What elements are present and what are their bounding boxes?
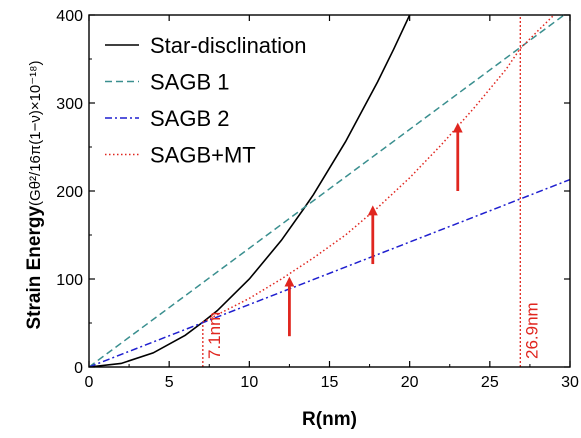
series-line-1: [89, 15, 411, 367]
series-line-4: [202, 15, 556, 323]
x-axis-title: R(nm): [302, 409, 357, 430]
plot-area: [89, 15, 570, 367]
y-axis-title: Strain Energy(Gθ²/16π(1−ν)×10⁻¹⁸): [24, 60, 45, 329]
legend: Star-disclination SAGB 1 SAGB 2 SAGB+MT: [105, 33, 307, 168]
reference-line-label-2: 26.9nm: [522, 302, 541, 359]
legend-label-4: SAGB+MT: [150, 143, 256, 168]
reference-line-label-1: 7.1nm: [205, 312, 224, 359]
y-axis-title-main: Strain Energy: [24, 206, 45, 330]
x-tick-label: 15: [321, 374, 339, 391]
y-tick-label: 0: [74, 360, 83, 377]
legend-label-3: SAGB 2: [150, 106, 229, 131]
axes: [88, 14, 571, 368]
x-tick-label: 30: [561, 374, 579, 391]
x-tick-label: 5: [165, 374, 174, 391]
y-axis-title-unit: (Gθ²/16π(1−ν)×10⁻¹⁸): [27, 60, 44, 205]
legend-label-1: Star-disclination: [150, 33, 307, 58]
x-tick-label: 10: [240, 374, 258, 391]
y-tick-label: 300: [56, 96, 83, 113]
series-line-3: [89, 178, 570, 367]
y-tick-label: 100: [56, 272, 83, 289]
y-tick-label: 400: [56, 8, 83, 25]
x-tick-label: 25: [481, 374, 499, 391]
legend-label-2: SAGB 1: [150, 70, 229, 95]
x-tick-label: 0: [85, 374, 94, 391]
x-tick-label: 20: [401, 374, 419, 391]
series-line-2: [89, 15, 566, 367]
y-tick-label: 200: [56, 184, 83, 201]
